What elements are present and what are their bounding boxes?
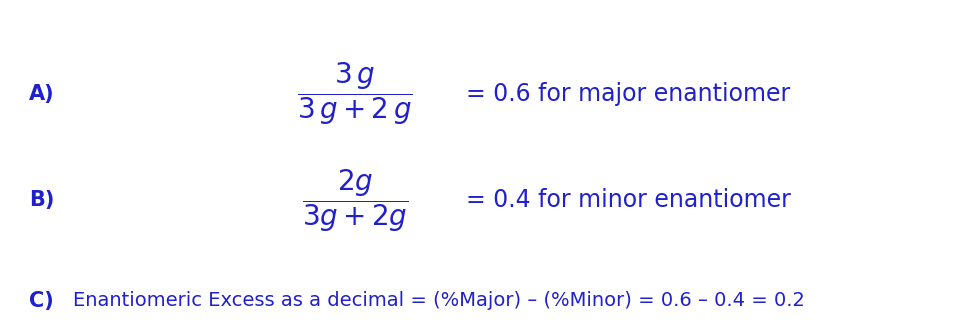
Text: = 0.4 for minor enantiomer: = 0.4 for minor enantiomer (466, 188, 790, 212)
Text: $\dfrac{3\,g}{3\,g+2\,g}$: $\dfrac{3\,g}{3\,g+2\,g}$ (298, 60, 413, 127)
Text: = 0.6 for major enantiomer: = 0.6 for major enantiomer (466, 81, 790, 106)
Text: C): C) (29, 291, 54, 311)
Text: $\dfrac{2g}{3g+2g}$: $\dfrac{2g}{3g+2g}$ (301, 167, 409, 234)
Text: A): A) (29, 84, 55, 104)
Text: Enantiomeric Excess as a decimal = (%Major) – (%Minor) = 0.6 – 0.4 = 0.2: Enantiomeric Excess as a decimal = (%Maj… (73, 291, 804, 310)
Text: B): B) (29, 190, 54, 210)
